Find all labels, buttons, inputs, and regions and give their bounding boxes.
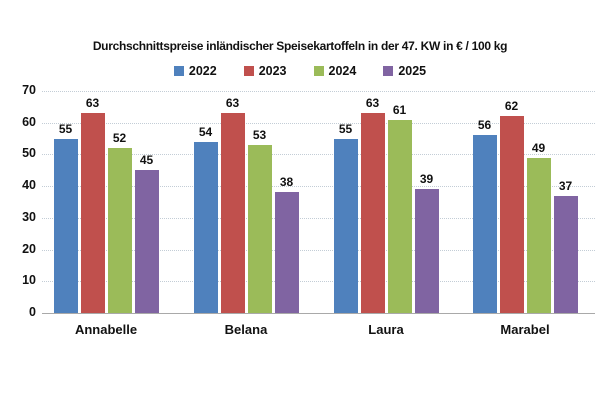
gridline-20	[42, 249, 595, 251]
legend-item-2022: 2022	[173, 64, 217, 78]
y-axis-tick-60: 60	[22, 114, 36, 129]
bar-2023-laura	[360, 113, 385, 313]
legend-label-2023: 2023	[258, 64, 287, 78]
bar-value-2025-laura: 39	[419, 172, 434, 187]
y-axis-tick-40: 40	[22, 178, 36, 193]
y-axis-tick-0: 0	[29, 305, 36, 319]
bar-2024-marabel	[526, 157, 551, 313]
y-axis-tick-10: 10	[22, 273, 36, 288]
bar-value-2025-marabel: 37	[558, 178, 573, 193]
bar-2023-marabel	[499, 116, 524, 313]
bar-value-2024-annabelle: 52	[112, 131, 127, 146]
gridline-60	[42, 122, 595, 124]
bar-2022-annabelle	[53, 138, 78, 313]
y-axis-tick-30: 30	[22, 209, 36, 224]
x-axis-label-laura: Laura	[368, 322, 404, 337]
legend-swatch-2024	[313, 66, 324, 76]
bar-2022-marabel	[472, 135, 497, 313]
bar-value-2023-annabelle: 63	[85, 96, 100, 111]
bar-2024-belana	[247, 144, 272, 313]
legend-item-2025: 2025	[383, 64, 426, 78]
chart-title: Durchschnittspreise inländischer Speisek…	[92, 39, 508, 53]
x-axis-label-annabelle: Annabelle	[74, 322, 138, 337]
legend-swatch-2022	[173, 66, 184, 76]
y-axis-tick-20: 20	[22, 241, 36, 256]
gridline-30	[42, 217, 595, 219]
gridline-50	[42, 154, 595, 156]
bar-value-2022-annabelle: 55	[58, 121, 73, 136]
bar-2024-annabelle	[107, 148, 132, 313]
gridline-70	[42, 91, 595, 92]
legend-swatch-2023	[243, 66, 254, 76]
legend-item-2024: 2024	[313, 64, 357, 78]
legend-label-2022: 2022	[188, 64, 217, 78]
chart-legend: 2022 2023 2024 2025	[0, 64, 600, 78]
bar-value-2024-marabel: 49	[531, 140, 546, 155]
bar-2025-belana	[274, 192, 299, 313]
bar-value-2023-laura: 63	[365, 96, 380, 111]
bar-2025-marabel	[553, 195, 578, 313]
bar-2022-laura	[333, 138, 358, 313]
gridline-10	[42, 281, 595, 283]
x-axis-label-belana: Belana	[224, 322, 268, 337]
gridline-40	[42, 186, 595, 188]
legend-item-2023: 2023	[243, 64, 287, 78]
bar-value-2023-marabel: 62	[504, 99, 519, 114]
bar-2023-annabelle	[80, 113, 105, 313]
legend-swatch-2025	[383, 66, 394, 76]
legend-label-2024: 2024	[328, 64, 357, 78]
bar-value-2022-marabel: 56	[477, 118, 492, 133]
bar-value-2025-belana: 38	[279, 175, 294, 190]
x-axis-line	[42, 313, 595, 314]
bar-value-2022-laura: 55	[338, 121, 353, 136]
bar-2025-annabelle	[134, 170, 159, 313]
bar-2024-laura	[387, 119, 412, 313]
y-axis-tick-50: 50	[22, 146, 36, 161]
bar-2023-belana	[220, 113, 245, 313]
bar-value-2024-laura: 61	[392, 102, 407, 117]
legend-label-2025: 2025	[398, 64, 427, 78]
bar-2022-belana	[193, 141, 218, 313]
bar-value-2025-annabelle: 45	[139, 153, 154, 168]
bar-value-2022-belana: 54	[198, 124, 213, 139]
bar-value-2024-belana: 53	[252, 127, 267, 142]
x-axis-label-marabel: Marabel	[500, 322, 550, 337]
y-axis-tick-70: 70	[22, 83, 36, 97]
bar-2025-laura	[414, 189, 439, 313]
bar-value-2023-belana: 63	[225, 96, 240, 111]
